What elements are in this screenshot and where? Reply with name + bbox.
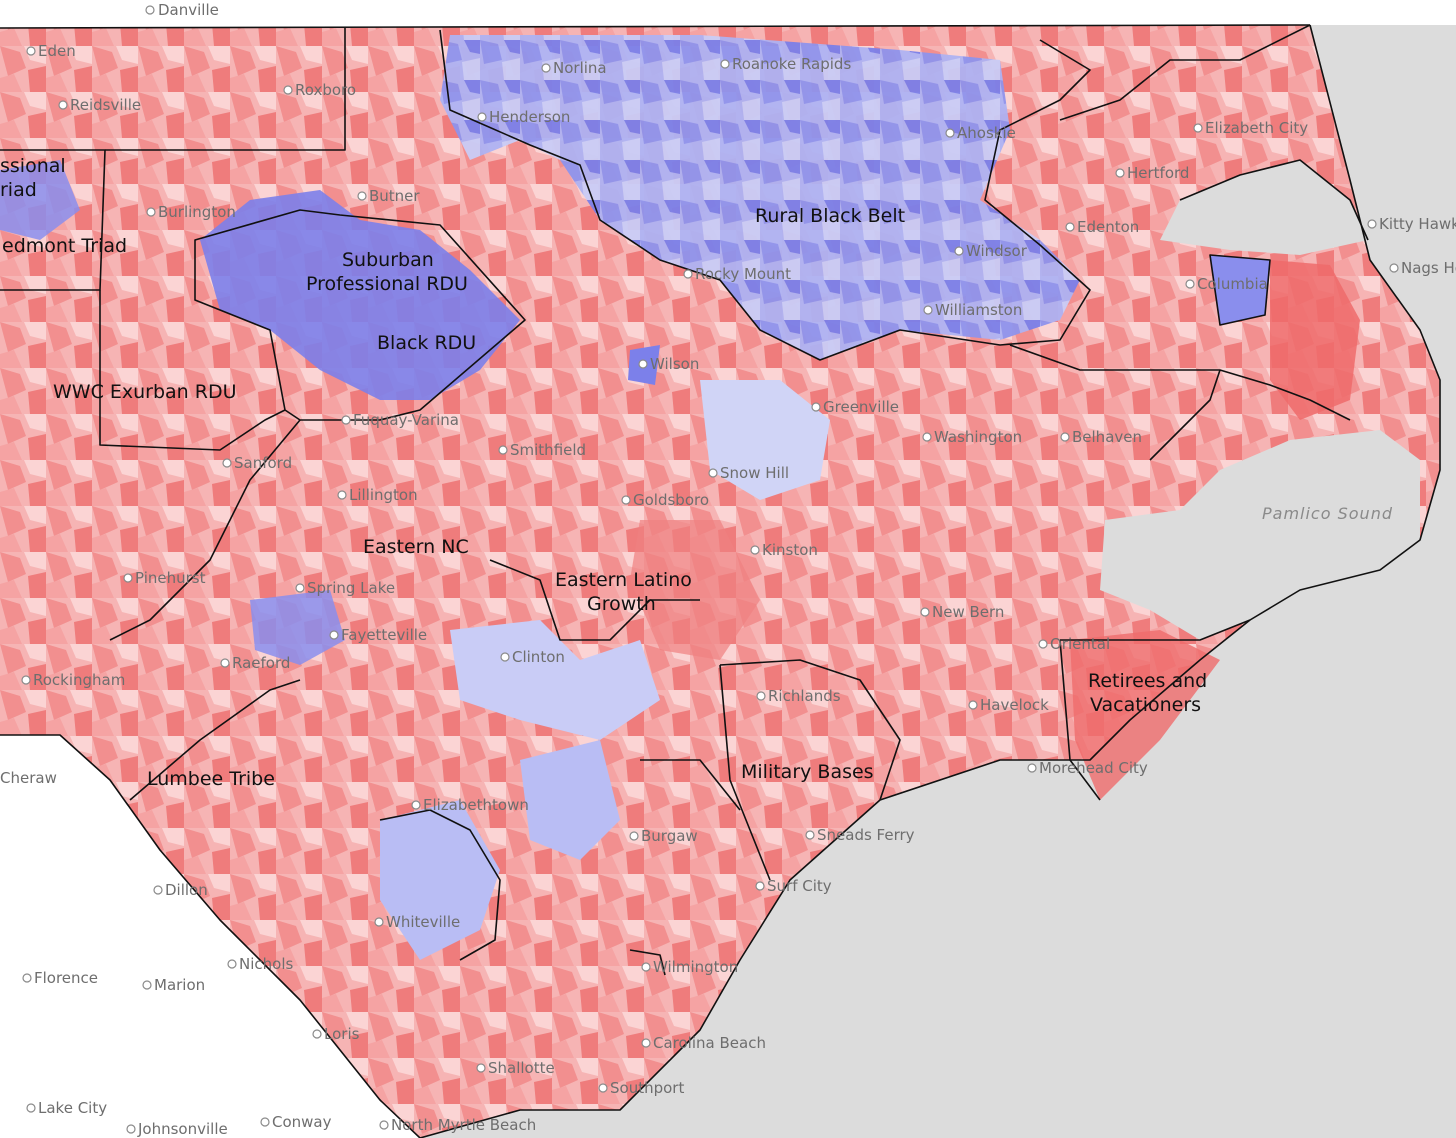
- city-label: Washington: [934, 428, 1022, 446]
- city-label: Windsor: [966, 242, 1028, 260]
- city-label: Loris: [324, 1025, 360, 1043]
- region-label: Eastern NC: [363, 536, 469, 558]
- city-label: Elizabeth City: [1205, 119, 1308, 137]
- city-label: Oriental: [1050, 635, 1110, 653]
- city-label: Pinehurst: [135, 569, 206, 587]
- city-label: Fayetteville: [341, 626, 427, 644]
- city-label: Johnsonville: [137, 1120, 228, 1138]
- city-label: North Myrtle Beach: [391, 1116, 536, 1134]
- city-label: Fuquay-Varina: [353, 411, 459, 429]
- region-borders: [0, 24, 1441, 1138]
- city-label: Rockingham: [33, 671, 125, 689]
- city-label: Sneads Ferry: [817, 826, 915, 844]
- triad-blue-area: [0, 160, 80, 240]
- region-label: Rural Black Belt: [755, 205, 905, 227]
- region-label: edmont Triad: [2, 235, 127, 257]
- red-central: [630, 520, 760, 660]
- city-label: Hertford: [1127, 164, 1189, 182]
- city-label: Surf City: [767, 877, 832, 895]
- city-label: Carolina Beach: [653, 1034, 766, 1052]
- region-label: Vacationers: [1090, 694, 1201, 716]
- city-label: Smithfield: [510, 441, 586, 459]
- city-label: Clinton: [512, 648, 565, 666]
- clinton-blue: [450, 620, 660, 740]
- city-label: Rocky Mount: [695, 265, 791, 283]
- city-label: Columbia: [1197, 275, 1268, 293]
- city-label: Wilmington: [653, 958, 738, 976]
- city-label: Elizabethtown: [423, 796, 529, 814]
- city-label: Eden: [38, 42, 76, 60]
- city-label: Raeford: [232, 654, 290, 672]
- triangle-blue-area: [200, 190, 520, 400]
- city-label: Conway: [272, 1113, 332, 1131]
- city-label: Richlands: [768, 687, 841, 705]
- region-label: ssional: [0, 155, 66, 177]
- city-dots: [21, 5, 1399, 1134]
- region-label: Suburban: [342, 249, 434, 271]
- city-label: Lake City: [38, 1099, 107, 1117]
- city-label: Shallotte: [488, 1059, 555, 1077]
- red-retirees: [1070, 630, 1220, 800]
- city-label: Burlington: [158, 203, 236, 221]
- region-label: WWC Exurban RDU: [53, 381, 237, 403]
- rural-black-belt-area: [440, 35, 1080, 360]
- region-label: Professional RDU: [306, 273, 468, 295]
- city-label: Roxboro: [295, 81, 356, 99]
- city-label: New Bern: [932, 603, 1004, 621]
- region-label: Military Bases: [741, 761, 874, 783]
- city-label: Whiteville: [386, 913, 460, 931]
- city-label: Roanoke Rapids: [732, 55, 851, 73]
- city-label: Kitty Hawk: [1379, 215, 1456, 233]
- city-label: Kinston: [762, 541, 818, 559]
- red-east: [1270, 260, 1360, 420]
- city-label: Ahoskie: [957, 124, 1016, 142]
- city-label: Goldsboro: [633, 491, 709, 509]
- city-label: Burgaw: [641, 827, 698, 845]
- city-label: Southport: [610, 1079, 684, 1097]
- columbia-blue: [1210, 255, 1270, 325]
- region-label: Retirees and: [1088, 670, 1207, 692]
- city-label: Nags Head: [1401, 259, 1456, 277]
- city-label: Lillington: [349, 486, 418, 504]
- city-label: Wilson: [650, 355, 699, 373]
- region-labels: Rural Black Belt Suburban Professional R…: [0, 155, 1207, 790]
- city-label: Spring Lake: [307, 579, 395, 597]
- city-label: Edenton: [1077, 218, 1139, 236]
- sound-water: [1100, 430, 1420, 640]
- whiteville-blue: [380, 800, 500, 960]
- region-label: Eastern Latino: [555, 569, 692, 591]
- city-label: Belhaven: [1072, 428, 1142, 446]
- fayetteville-blue: [250, 590, 345, 665]
- city-label: Havelock: [980, 696, 1049, 714]
- city-label: Marion: [154, 976, 205, 994]
- city-label: Florence: [34, 969, 98, 987]
- city-label: Greenville: [823, 398, 899, 416]
- city-label: Henderson: [489, 108, 570, 126]
- city-label: Danville: [158, 1, 219, 19]
- city-label: Reidsville: [70, 96, 141, 114]
- ncentral-blue: [700, 380, 830, 500]
- ocean: [420, 25, 1456, 1138]
- burgaw-blue: [520, 740, 620, 860]
- city-label: Cheraw: [0, 769, 57, 787]
- city-label: Nichols: [239, 955, 293, 973]
- water-label: Pamlico Sound: [1262, 504, 1393, 523]
- city-label: Sanford: [234, 454, 292, 472]
- region-label: Black RDU: [377, 332, 476, 354]
- city-label: Dillon: [165, 881, 208, 899]
- pamlico-sound: [1160, 160, 1368, 255]
- region-label: Growth: [587, 593, 656, 615]
- city-label: Butner: [369, 187, 420, 205]
- city-label: Snow Hill: [720, 464, 789, 482]
- region-label: riad: [0, 179, 37, 201]
- city-label: Williamston: [935, 301, 1022, 319]
- city-label: Norlina: [553, 59, 607, 77]
- city-label: Morehead City: [1039, 759, 1148, 777]
- region-label: Lumbee Tribe: [147, 768, 275, 790]
